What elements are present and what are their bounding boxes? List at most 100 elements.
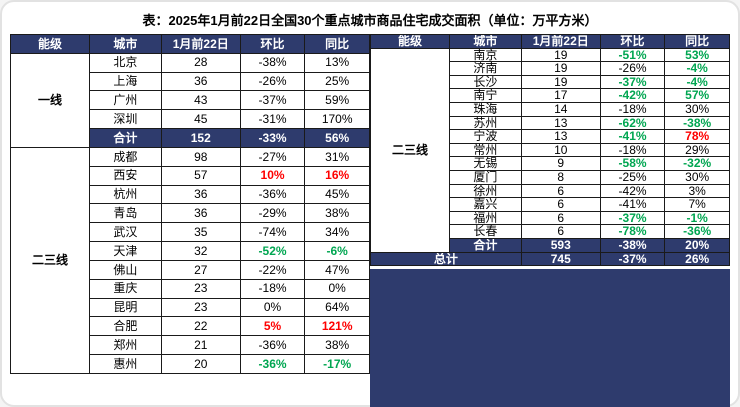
value-cell: 23 — [160, 297, 241, 318]
yoy-cell: 30% — [664, 101, 730, 117]
row-nanjing: 二三线 南京 19 -51% 53% — [370, 47, 730, 253]
row-tier1-total: 合计 152 -33% 56% — [11, 128, 370, 148]
row-changzhou: 常州 10 -18% 29% — [371, 142, 730, 158]
mom-cell: -31% — [239, 109, 306, 130]
city-cell: 广州 — [88, 90, 162, 111]
city-cell: 常州 — [448, 142, 522, 158]
city-cell: 郑州 — [88, 335, 162, 356]
value-cell: 6 — [520, 210, 601, 226]
city-cell: 宁波 — [448, 129, 522, 144]
left-footer-spacer — [10, 377, 370, 400]
mom-cell: -29% — [239, 203, 306, 224]
yoy-cell: 25% — [304, 71, 370, 92]
city-cell: 深圳 — [88, 109, 162, 130]
row-tier23-total: 合计 593 -38% 20% — [371, 237, 730, 253]
mom-cell: -26% — [239, 71, 306, 92]
col-header-mom: 环比 — [239, 34, 306, 54]
row-foshan: 佛山 27 -22% 47% — [11, 259, 370, 280]
yoy-cell: 0% — [304, 278, 370, 299]
mom-cell: -36% — [239, 335, 306, 356]
yoy-cell: 78% — [664, 129, 730, 144]
value-cell: 36 — [160, 184, 241, 205]
value-cell: 152 — [160, 128, 241, 148]
city-cell: 合肥 — [88, 316, 162, 337]
col-header-yoy: 同比 — [664, 34, 730, 49]
yoy-cell: 170% — [304, 109, 370, 130]
yoy-cell: -4% — [664, 74, 730, 90]
yoy-cell: -6% — [304, 241, 370, 261]
value-cell: 10 — [520, 142, 601, 158]
yoy-cell: 56% — [304, 128, 370, 148]
row-grand-total: 总计 745 -37% 26% — [370, 251, 730, 267]
value-cell: 6 — [520, 224, 601, 239]
mom-cell: 5% — [239, 316, 306, 337]
value-cell: 36 — [160, 203, 241, 224]
mom-cell: -33% — [239, 128, 306, 148]
mom-cell: 10% — [239, 165, 306, 186]
row-huizhou: 惠州 20 -36% -17% — [11, 354, 370, 374]
right-column: 能级 城市 1月前22日 环比 同比 二三线 南京 19 -51% 53% 济南… — [370, 34, 730, 407]
city-cell: 成都 — [88, 146, 162, 167]
city-cell: 南宁 — [448, 88, 522, 103]
left-column: 能级 城市 1月前22日 环比 同比 一线 北京 28 -38% 13% 上海 … — [10, 34, 370, 400]
tier-label-tier23-left: 二三线 — [10, 146, 90, 375]
yoy-cell: 45% — [304, 184, 370, 205]
city-cell: 北京 — [88, 52, 162, 73]
row-chengdu: 二三线 成都 98 -27% 31% — [10, 146, 370, 375]
yoy-cell: 26% — [664, 251, 730, 267]
yoy-cell: 7% — [664, 197, 730, 212]
col-header-city: 城市 — [88, 34, 162, 54]
mom-cell: -51% — [599, 47, 666, 63]
mom-cell: -37% — [599, 210, 666, 226]
mom-cell: -22% — [239, 259, 306, 280]
city-cell: 昆明 — [88, 297, 162, 318]
mom-cell: -62% — [599, 115, 666, 131]
yoy-cell: 38% — [304, 203, 370, 224]
yoy-cell: 121% — [304, 316, 370, 337]
value-cell: 745 — [520, 251, 601, 267]
value-cell: 6 — [520, 197, 601, 212]
city-cell: 珠海 — [448, 101, 522, 117]
city-cell: 武汉 — [88, 222, 162, 243]
yoy-cell: 31% — [304, 146, 370, 167]
tier-label-tier23-right: 二三线 — [370, 47, 450, 253]
city-cell: 惠州 — [88, 354, 162, 374]
total-label-cell: 合计 — [448, 237, 522, 253]
row-xiamen: 厦门 8 -25% 30% — [371, 169, 730, 185]
row-beijing: 一线 北京 28 -38% 13% — [10, 52, 370, 148]
row-guangzhou: 广州 43 -37% 59% — [11, 90, 370, 111]
mom-cell: -18% — [239, 278, 306, 299]
left-table: 能级 城市 1月前22日 环比 同比 一线 北京 28 -38% 13% 上海 … — [10, 34, 370, 375]
row-xuzhou: 徐州 6 -42% 3% — [371, 183, 730, 199]
value-cell: 14 — [520, 101, 601, 117]
yoy-cell: 13% — [304, 52, 370, 73]
col-header-period: 1月前22日 — [160, 34, 241, 54]
mom-cell: -38% — [599, 237, 666, 253]
city-cell: 天津 — [88, 241, 162, 261]
left-header-row: 能级 城市 1月前22日 环比 同比 — [10, 34, 370, 54]
value-cell: 45 — [160, 109, 241, 130]
yoy-cell: 38% — [304, 335, 370, 356]
row-xian: 西安 57 10% 16% — [11, 165, 370, 186]
mom-cell: -38% — [239, 52, 306, 73]
mom-cell: -42% — [599, 88, 666, 103]
grand-total-label-cell: 总计 — [370, 251, 522, 267]
yoy-cell: 3% — [664, 183, 730, 199]
yoy-cell: 16% — [304, 165, 370, 186]
value-cell: 9 — [520, 156, 601, 171]
city-cell: 福州 — [448, 210, 522, 226]
row-shenzhen: 深圳 45 -31% 170% — [11, 109, 370, 130]
mom-cell: -42% — [599, 183, 666, 199]
mom-cell: -41% — [599, 129, 666, 144]
mom-cell: 0% — [239, 297, 306, 318]
col-header-city: 城市 — [448, 34, 522, 49]
row-changsha: 长沙 19 -37% -4% — [371, 74, 730, 90]
yoy-cell: -32% — [664, 156, 730, 171]
city-cell: 长沙 — [448, 74, 522, 90]
city-cell: 佛山 — [88, 259, 162, 280]
value-cell: 43 — [160, 90, 241, 111]
mom-cell: -37% — [599, 74, 666, 90]
total-label-cell: 合计 — [88, 128, 162, 148]
yoy-cell: -17% — [304, 354, 370, 374]
